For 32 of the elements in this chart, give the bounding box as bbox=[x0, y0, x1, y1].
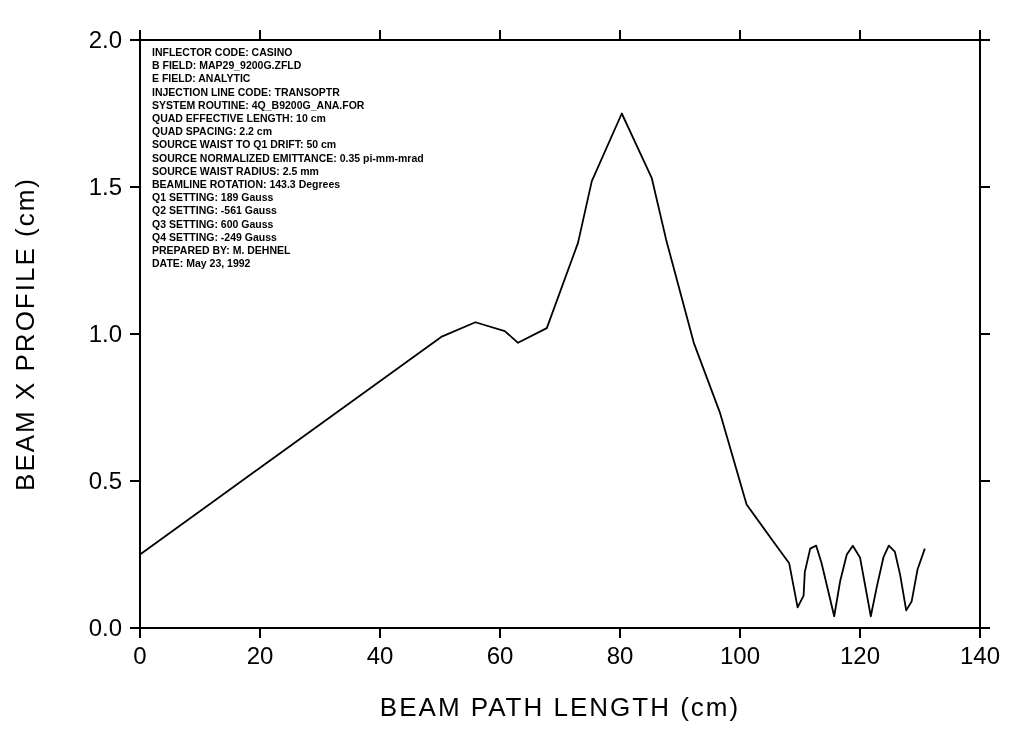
annotation: Q1 SETTING: 189 Gauss bbox=[152, 191, 274, 204]
annotation: BEAMLINE ROTATION: 143.3 Degrees bbox=[152, 178, 341, 190]
annotation: Q2 SETTING: -561 Gauss bbox=[152, 204, 278, 217]
annotation: E FIELD: ANALYTIC bbox=[152, 72, 251, 85]
x-tick-label: 100 bbox=[719, 642, 761, 669]
annotation: Q3 SETTING: 600 Gauss bbox=[152, 217, 274, 230]
y-axis-title: BEAM X PROFILE (cm) bbox=[10, 177, 40, 491]
y-tick-label: 1.0 bbox=[88, 320, 122, 348]
x-tick-label: 80 bbox=[606, 642, 634, 669]
annotation: B FIELD: MAP29_9200G.ZFLD bbox=[152, 59, 302, 72]
x-tick-label: 0 bbox=[133, 642, 147, 669]
annotation: SOURCE NORMALIZED EMITTANCE: 0.35 pi-mm-mrad bbox=[152, 151, 424, 164]
annotation: QUAD SPACING: 2.2 cm bbox=[152, 125, 272, 138]
annotation: SYSTEM ROUTINE: 4Q_B9200G_ANA.FOR bbox=[152, 98, 365, 111]
annotation: SOURCE WAIST RADIUS: 2.5 mm bbox=[152, 164, 319, 177]
annotation: QUAD EFFECTIVE LENGTH: 10 cm bbox=[152, 112, 326, 124]
annotation: Q4 SETTING: -249 Gauss bbox=[152, 230, 278, 243]
annotation: SOURCE WAIST TO Q1 DRIFT: 50 cm bbox=[152, 138, 337, 151]
annotation: DATE: May 23, 1992 bbox=[152, 257, 251, 270]
x-tick-label: 60 bbox=[486, 642, 514, 669]
y-tick-label: 2.0 bbox=[88, 26, 122, 54]
x-tick-label: 120 bbox=[839, 642, 881, 669]
x-tick-label: 40 bbox=[366, 642, 394, 669]
annotation: PREPARED BY: M. DEHNEL bbox=[152, 244, 292, 256]
y-tick-label: 0.0 bbox=[88, 614, 122, 642]
annotation: INJECTION LINE CODE: TRANSOPTR bbox=[152, 85, 341, 98]
y-tick-label: 0.5 bbox=[88, 467, 122, 495]
x-tick-label: 140 bbox=[959, 642, 1001, 669]
x-tick-label: 20 bbox=[246, 642, 274, 669]
x-axis-title: BEAM PATH LENGTH (cm) bbox=[379, 692, 741, 722]
annotation: INFLECTOR CODE: CASINO bbox=[152, 46, 293, 58]
y-tick-label: 1.5 bbox=[88, 173, 122, 201]
